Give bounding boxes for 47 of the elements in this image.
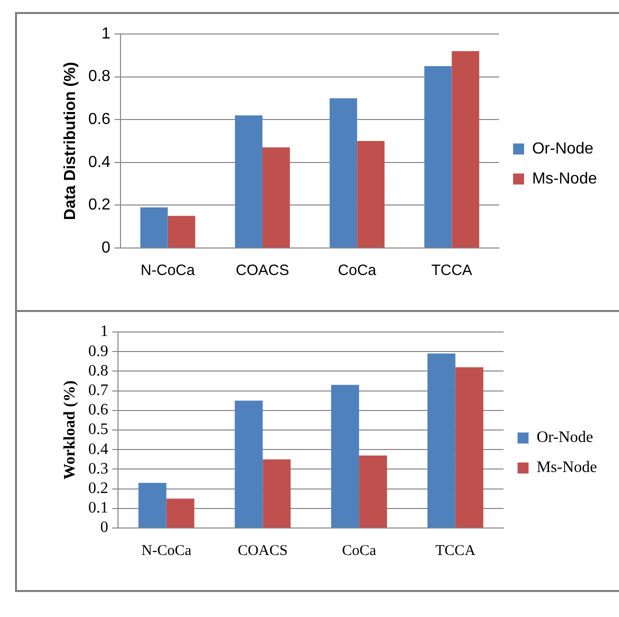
y-tick-label: 0.8 bbox=[88, 362, 108, 380]
legend-label: Or-Node bbox=[536, 429, 594, 446]
y-tick-label: 0.5 bbox=[88, 421, 108, 438]
bar bbox=[262, 147, 290, 248]
y-tick-label: 0.2 bbox=[88, 480, 108, 498]
y-tick-label: 0.6 bbox=[88, 402, 108, 419]
bar bbox=[359, 455, 387, 528]
x-tick-label: N-CoCa bbox=[141, 542, 192, 559]
bar bbox=[234, 400, 263, 528]
y-tick-label: 0 bbox=[100, 519, 108, 536]
x-tick-label: N-CoCa bbox=[140, 262, 196, 280]
y-tick-label: 1 bbox=[100, 323, 108, 340]
bar bbox=[331, 384, 360, 528]
bar bbox=[424, 66, 452, 248]
y-tick-label: 0.4 bbox=[88, 154, 111, 171]
y-tick-label: 0.3 bbox=[88, 460, 108, 478]
bar bbox=[138, 482, 166, 528]
y-tick-label: 0.7 bbox=[88, 382, 108, 400]
y-tick-label: 0.9 bbox=[88, 342, 108, 360]
y-tick-label: 0.1 bbox=[88, 500, 108, 517]
bar bbox=[140, 207, 168, 248]
bar bbox=[166, 498, 194, 528]
x-tick-label: COACS bbox=[236, 262, 290, 280]
bar bbox=[357, 141, 385, 248]
bar bbox=[330, 98, 358, 248]
x-tick-label: CoCa bbox=[338, 262, 377, 280]
y-tick-label: 0.4 bbox=[88, 440, 108, 458]
legend-label: Or-Node bbox=[532, 140, 594, 158]
y-tick-label: 1 bbox=[102, 25, 111, 42]
legend-label: Ms-Node bbox=[532, 170, 598, 188]
bar bbox=[168, 216, 196, 248]
y-axis-title: Data Distribution (%) bbox=[62, 62, 80, 220]
bar bbox=[452, 51, 480, 248]
legend-label: Ms-Node bbox=[536, 459, 597, 476]
bar bbox=[262, 459, 291, 528]
y-tick-label: 0.8 bbox=[88, 68, 111, 86]
x-tick-label: CoCa bbox=[342, 542, 376, 559]
bar bbox=[455, 367, 484, 528]
bar bbox=[234, 115, 262, 248]
bar bbox=[427, 354, 456, 528]
y-axis-title: Workload (%) bbox=[62, 380, 79, 480]
x-tick-label: TCCA bbox=[435, 542, 476, 559]
x-tick-label: COACS bbox=[238, 542, 288, 559]
y-tick-label: 0.2 bbox=[88, 196, 111, 214]
y-tick-label: 0 bbox=[102, 239, 111, 256]
y-tick-label: 0.6 bbox=[88, 111, 111, 128]
x-tick-label: TCCA bbox=[431, 262, 472, 280]
